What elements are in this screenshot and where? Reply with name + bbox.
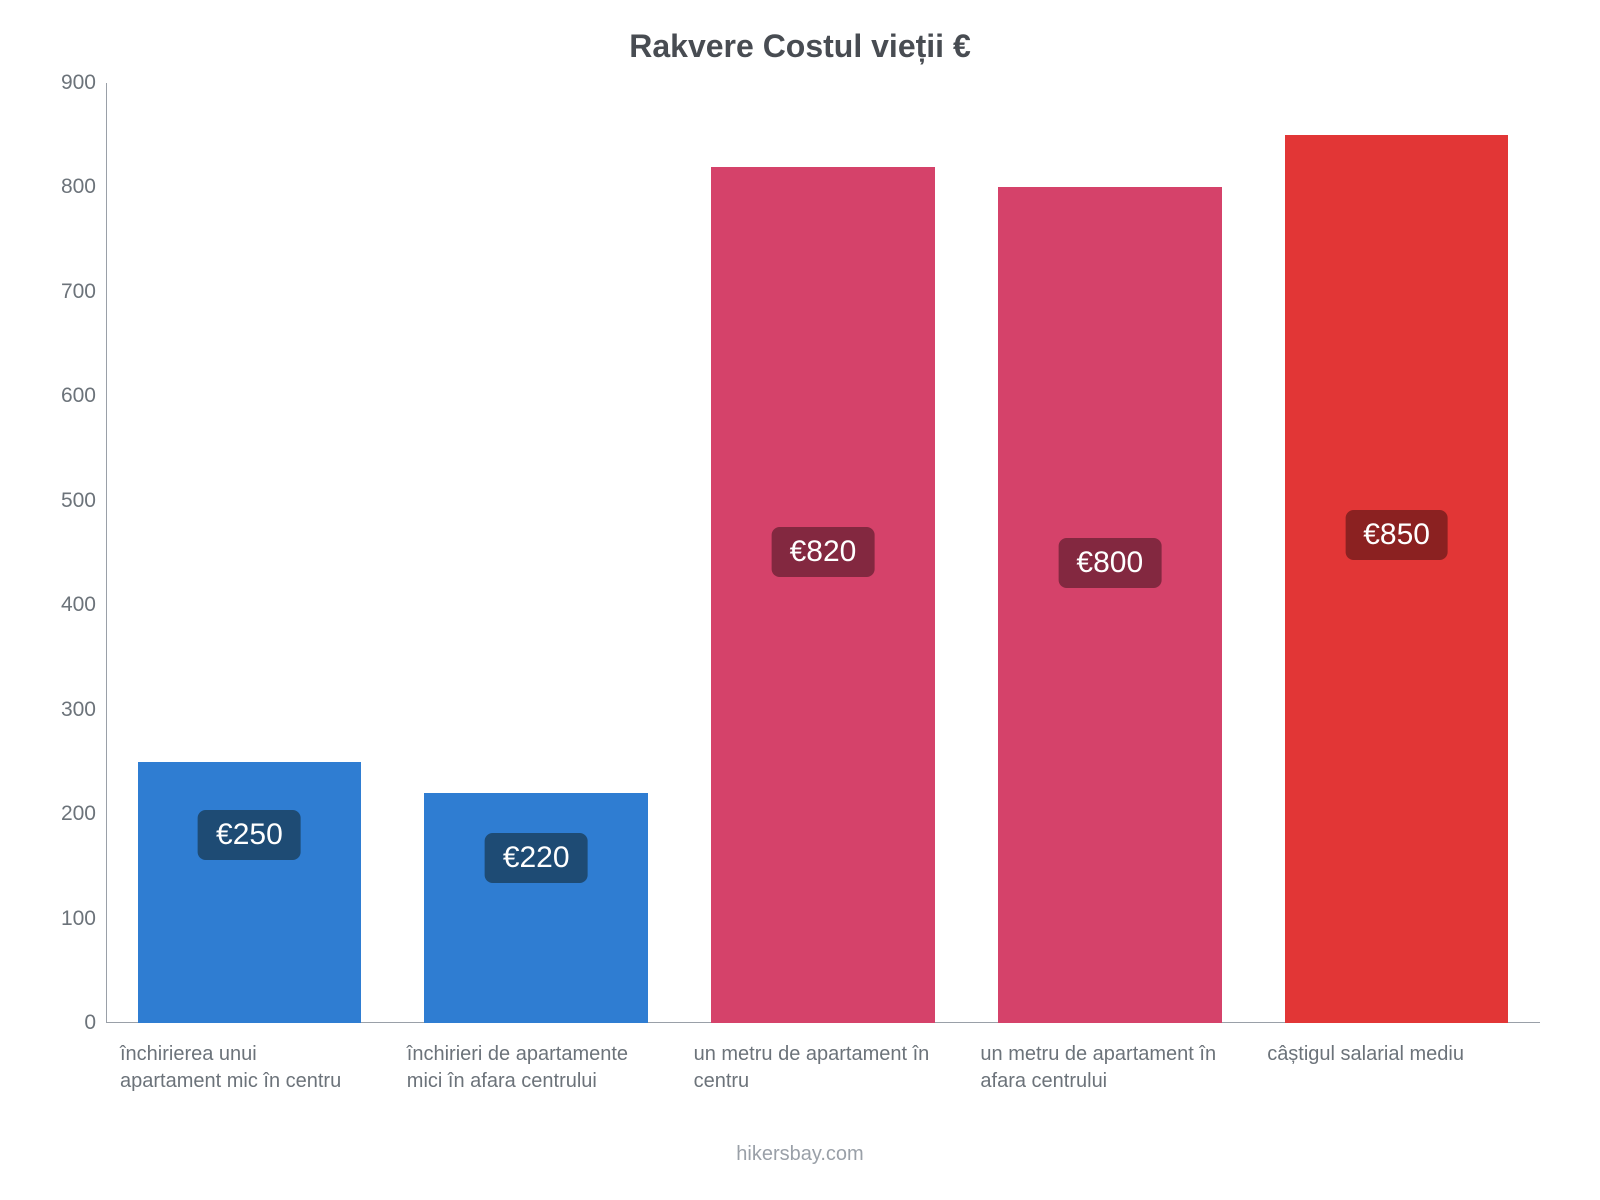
x-axis-label: închirieri de apartamente mici în afara … <box>407 1041 647 1095</box>
x-label-slot: un metru de apartament în afara centrulu… <box>966 1041 1253 1095</box>
x-label-slot: câștigul salarial mediu <box>1253 1041 1540 1095</box>
x-axis-label: un metru de apartament în afara centrulu… <box>980 1041 1220 1095</box>
value-badge: €820 <box>772 527 875 577</box>
value-badge: €220 <box>485 833 588 883</box>
bar <box>998 187 1222 1023</box>
x-label-slot: închirierea unui apartament mic în centr… <box>106 1041 393 1095</box>
y-tick-label: 300 <box>61 698 96 722</box>
plot-area: 0100200300400500600700800900 €250€220€82… <box>106 83 1540 1023</box>
bar <box>138 762 362 1023</box>
y-tick-label: 0 <box>84 1011 96 1035</box>
y-axis: 0100200300400500600700800900 <box>50 83 106 1023</box>
x-label-slot: un metru de apartament în centru <box>680 1041 967 1095</box>
y-tick-label: 700 <box>61 280 96 304</box>
x-label-slot: închirieri de apartamente mici în afara … <box>393 1041 680 1095</box>
bar-slot: €850 <box>1253 83 1540 1023</box>
y-tick-label: 100 <box>61 907 96 931</box>
y-tick-label: 200 <box>61 802 96 826</box>
y-tick-label: 900 <box>61 71 96 95</box>
bar <box>711 167 935 1023</box>
y-tick-label: 400 <box>61 593 96 617</box>
value-badge: €250 <box>198 810 301 860</box>
y-tick-label: 600 <box>61 384 96 408</box>
x-axis-labels: închirierea unui apartament mic în centr… <box>106 1041 1540 1095</box>
bar-slot: €250 <box>106 83 393 1023</box>
attribution-text: hikersbay.com <box>0 1143 1600 1166</box>
x-axis-label: câștigul salarial mediu <box>1267 1041 1507 1068</box>
bar <box>424 793 648 1023</box>
value-badge: €800 <box>1058 538 1161 588</box>
value-badge: €850 <box>1345 510 1448 560</box>
bars-group: €250 €220 €820 €800 €850 <box>106 83 1540 1023</box>
bar-slot: €800 <box>966 83 1253 1023</box>
x-axis-label: închirierea unui apartament mic în centr… <box>120 1041 360 1095</box>
y-tick-label: 800 <box>61 175 96 199</box>
chart-title: Rakvere Costul vieții € <box>50 28 1550 65</box>
bar <box>1285 135 1509 1023</box>
x-axis-label: un metru de apartament în centru <box>694 1041 934 1095</box>
chart-container: Rakvere Costul vieții € 0 100 200 300 400 500… <box>0 0 1600 1200</box>
bar-slot: €220 <box>393 83 680 1023</box>
y-tick-label: 500 <box>61 489 96 513</box>
bar-slot: €820 <box>680 83 967 1023</box>
